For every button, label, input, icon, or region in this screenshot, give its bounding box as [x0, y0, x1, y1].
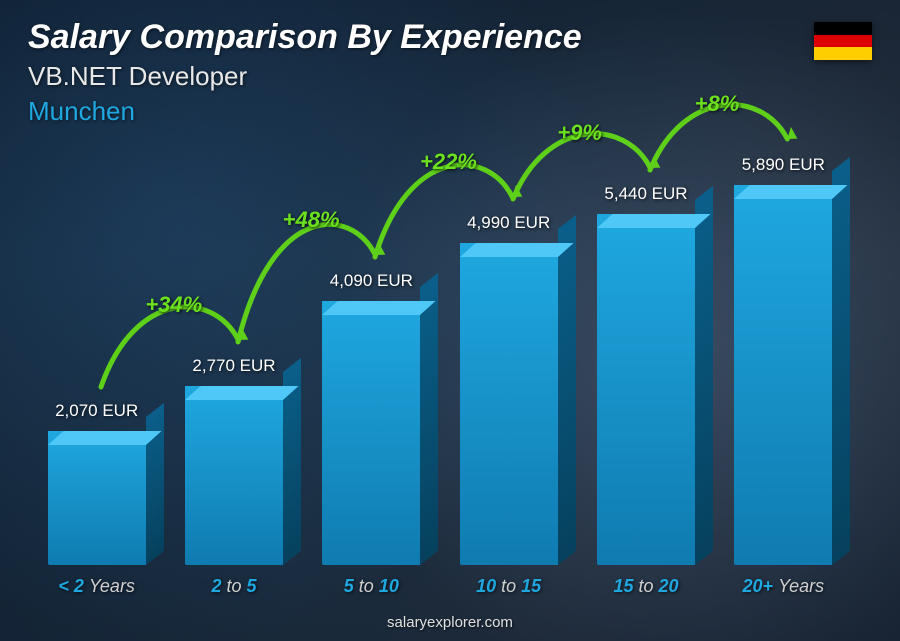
x-axis-label: < 2 Years	[32, 576, 161, 597]
bar-group: 2,070 EUR	[32, 401, 161, 565]
chart-title: Salary Comparison By Experience	[28, 18, 582, 57]
bar-group: 2,770 EUR	[169, 356, 298, 565]
bar-group: 5,890 EUR	[719, 155, 848, 565]
footer-attribution: salaryexplorer.com	[0, 614, 900, 631]
bar-value-label: 2,770 EUR	[192, 356, 275, 376]
bar-value-label: 5,890 EUR	[742, 155, 825, 175]
bar-group: 4,090 EUR	[307, 271, 436, 565]
x-axis-label: 10 to 15	[444, 576, 573, 597]
y-axis: Average Monthly Salary	[874, 200, 892, 480]
bar-group: 5,440 EUR	[581, 184, 710, 565]
germany-flag-icon	[814, 22, 872, 60]
bar	[597, 214, 695, 565]
chart-location: Munchen	[28, 96, 582, 127]
salary-bar-chart: 2,070 EUR 2,770 EUR 4,090 EUR 4,990 EUR 5,44…	[28, 150, 852, 565]
bar	[322, 301, 420, 565]
x-axis-label: 5 to 10	[307, 576, 436, 597]
bar-value-label: 4,990 EUR	[467, 213, 550, 233]
x-axis-label: 20+ Years	[719, 576, 848, 597]
bar	[48, 431, 146, 565]
growth-label: +8%	[695, 91, 740, 117]
bar	[185, 386, 283, 565]
x-axis-label: 2 to 5	[169, 576, 298, 597]
bar-value-label: 2,070 EUR	[55, 401, 138, 421]
x-axis-labels: < 2 Years 2 to 5 5 to 10 10 to 15 15 to 20 20…	[28, 576, 852, 597]
bar	[734, 185, 832, 565]
header: Salary Comparison By Experience VB.NET D…	[28, 18, 582, 127]
infographic-container: Salary Comparison By Experience VB.NET D…	[0, 0, 900, 641]
bar	[460, 243, 558, 565]
bar-value-label: 4,090 EUR	[330, 271, 413, 291]
bar-group: 4,990 EUR	[444, 213, 573, 565]
bar-value-label: 5,440 EUR	[604, 184, 687, 204]
x-axis-label: 15 to 20	[581, 576, 710, 597]
chart-subtitle: VB.NET Developer	[28, 61, 582, 92]
